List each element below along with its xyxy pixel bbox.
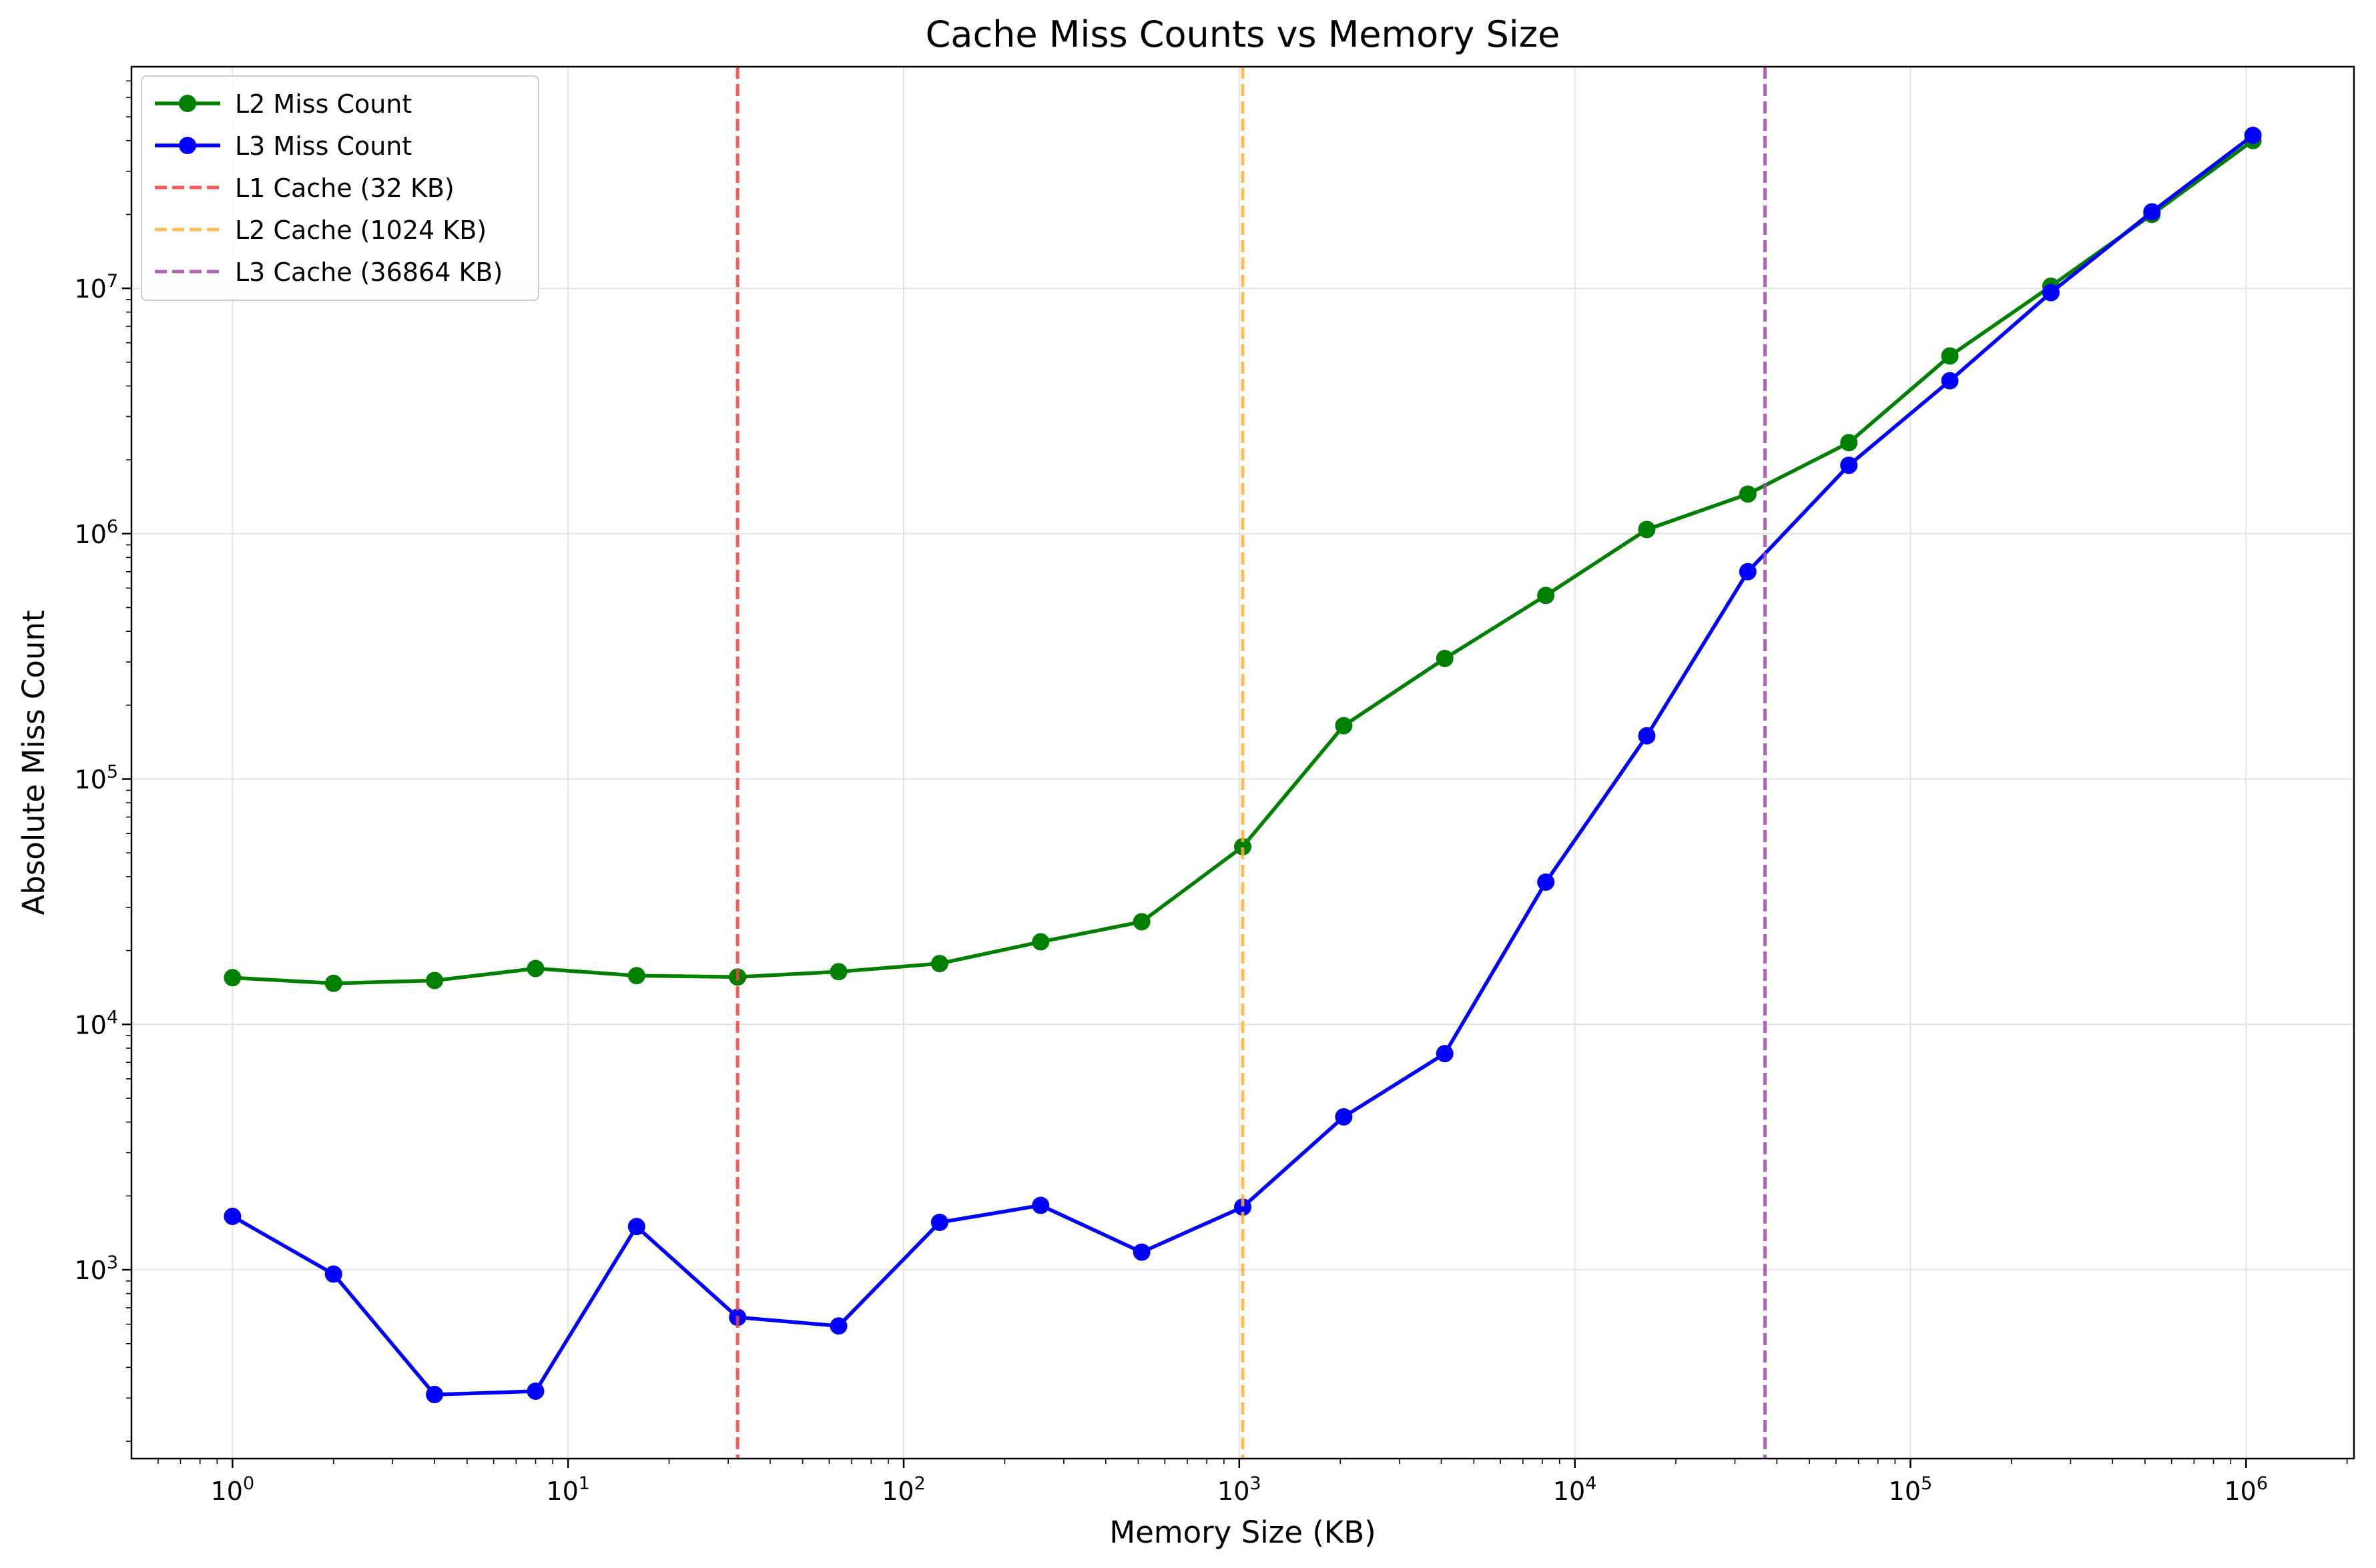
data-point-series-1 [1638,520,1656,538]
x-tick-label: 105 [1889,1473,1933,1506]
data-point-series-2 [2042,284,2060,302]
data-point-series-1 [1436,649,1454,667]
data-point-series-2 [1840,456,1858,474]
data-point-series-1 [527,959,545,977]
data-point-series-2 [224,1208,242,1226]
x-axis-label: Memory Size (KB) [1109,1515,1376,1550]
legend-label: L3 Cache (36864 KB) [235,258,503,287]
data-point-series-2 [1234,1198,1251,1216]
legend-label: L2 Cache (1024 KB) [235,216,487,245]
data-point-series-2 [2143,203,2161,221]
x-tick-label: 104 [1553,1473,1597,1506]
y-tick-label: 107 [74,271,118,304]
data-point-series-2 [830,1317,848,1335]
legend-label: L1 Cache (32 KB) [235,173,455,203]
data-point-series-1 [1941,347,1959,365]
data-point-series-1 [224,969,242,987]
x-tick-label: 102 [882,1473,926,1506]
data-point-series-1 [1840,434,1858,452]
y-axis-label: Absolute Miss Count [16,610,51,915]
data-point-series-2 [1335,1108,1353,1126]
legend-box [141,75,539,301]
data-point-series-1 [1234,837,1251,855]
cache-size-lines [735,67,1767,1459]
data-point-series-2 [1032,1196,1050,1214]
data-point-series-1 [830,963,848,981]
data-point-series-2 [527,1382,545,1400]
data-point-series-2 [930,1213,948,1231]
data-point-series-2 [2244,126,2262,144]
legend-label: L3 Miss Count [235,131,412,161]
legend-swatch-marker [179,137,196,154]
data-point-series-1 [1032,933,1050,951]
y-tick-label: 106 [74,516,118,549]
data-point-series-1 [1335,717,1353,735]
plot-frame [130,65,2355,1460]
legend-swatch-marker [179,95,196,112]
data-point-series-2 [1638,727,1656,745]
x-tick-label: 103 [1217,1473,1261,1506]
data-series [224,126,2262,1404]
data-point-series-1 [627,967,645,985]
data-point-series-1 [324,974,342,992]
y-tick-label: 105 [74,762,118,795]
data-point-series-2 [627,1218,645,1236]
y-tick-label: 103 [74,1252,118,1285]
data-point-series-1 [930,955,948,973]
data-point-series-2 [1436,1045,1454,1063]
legend: L2 Miss Count L3 Miss Count L1 Cache (32 K… [141,75,539,301]
axis-ticks: 100 101 102 103 104 105 106 103 104 105 106 107 [74,80,2348,1506]
data-point-series-2 [1941,372,1959,390]
legend-label: L2 Miss Count [235,89,412,119]
chart-title: Cache Miss Counts vs Memory Size [926,13,1560,55]
data-point-series-2 [426,1386,444,1404]
x-tick-label: 106 [2224,1473,2269,1506]
y-tick-label: 104 [74,1007,118,1040]
data-point-series-1 [426,971,444,990]
data-point-series-2 [1739,562,1757,580]
data-point-series-2 [324,1265,342,1283]
data-point-series-1 [1133,913,1151,931]
legend-items: L2 Miss Count L3 Miss Count L1 Cache (32 K… [155,89,503,287]
data-point-series-1 [1537,586,1555,605]
data-point-series-2 [1537,873,1555,891]
data-point-series-1 [1739,485,1757,503]
x-tick-label: 101 [546,1473,590,1506]
data-point-series-2 [1133,1243,1151,1261]
x-tick-label: 100 [211,1473,255,1506]
